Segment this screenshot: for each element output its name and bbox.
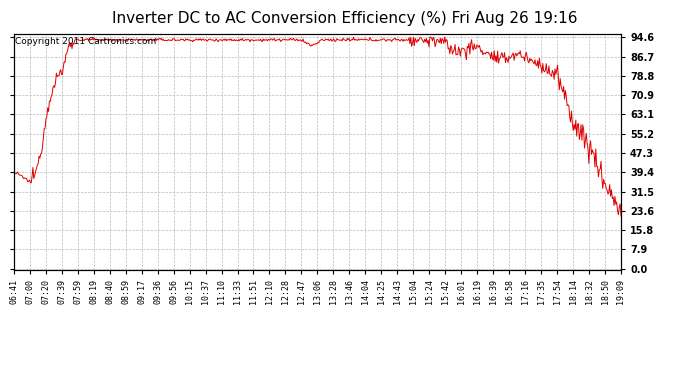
Text: Copyright 2011 Cartronics.com: Copyright 2011 Cartronics.com [15,37,156,46]
Text: Inverter DC to AC Conversion Efficiency (%) Fri Aug 26 19:16: Inverter DC to AC Conversion Efficiency … [112,11,578,26]
